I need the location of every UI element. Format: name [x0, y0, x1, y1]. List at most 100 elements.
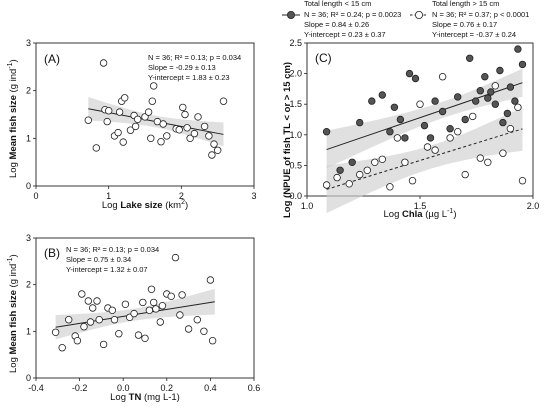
data-point: [322, 181, 331, 189]
data-point: [141, 334, 149, 342]
data-point: [431, 146, 439, 154]
x-tick-label: 2: [179, 191, 184, 201]
regression-line: [326, 128, 523, 190]
data-point: [484, 94, 492, 102]
y-tick-label: 2: [26, 280, 31, 290]
data-point: [390, 103, 399, 111]
legend-marker-small: [286, 10, 295, 19]
panel-a-stat-line: N = 36; R² = 0.13; p = 0.034: [148, 53, 241, 62]
data-point: [356, 118, 364, 127]
data-point: [73, 337, 82, 345]
x-tick-label: 0.2: [161, 383, 174, 393]
panel-a-stat-line: Y-intercept = 1.83 ± 0.23: [148, 73, 230, 82]
data-point: [103, 117, 111, 126]
y-label-unit-sup: -1: [7, 62, 14, 68]
data-point: [158, 302, 167, 310]
data-point: [438, 72, 447, 81]
data-point: [499, 118, 507, 127]
x-label-unit-sup: 2: [181, 199, 185, 206]
data-point: [446, 134, 454, 142]
x-label-unit-close: ): [453, 209, 456, 220]
data-point: [461, 115, 469, 124]
plot-frame: [35, 237, 255, 379]
x-label-unit-sup: -1: [447, 208, 453, 215]
data-point: [156, 318, 164, 326]
data-point: [149, 82, 158, 90]
x-tick-label: 1.5: [414, 201, 427, 211]
data-point: [186, 134, 194, 142]
y-label-prefix: Log: [8, 355, 19, 374]
data-point: [51, 328, 60, 336]
data-point: [193, 316, 201, 324]
x-tick-label: 1: [106, 191, 111, 201]
data-point: [345, 180, 353, 188]
data-point: [163, 132, 171, 140]
x-label-prefix: Log: [110, 392, 129, 403]
data-point: [219, 97, 228, 105]
y-tick-label: 1: [26, 133, 31, 143]
x-tick-label: 2.0: [527, 201, 540, 211]
panel-c-label: (C): [315, 51, 332, 65]
y-tick-label: 2: [26, 86, 31, 96]
data-point: [120, 94, 129, 102]
data-point: [333, 173, 341, 182]
y-label-unit: (g ind: [8, 264, 19, 290]
data-point: [378, 155, 386, 163]
data-point: [200, 122, 209, 131]
data-point: [108, 306, 116, 314]
y-tick-label: 3: [26, 38, 31, 48]
data-point: [205, 132, 213, 140]
data-point: [356, 170, 364, 179]
data-point: [431, 97, 439, 105]
data-point: [206, 276, 215, 284]
y-tick-label: 0: [26, 181, 31, 191]
panel-b-stat-line: Slope = 0.75 ± 0.34: [66, 255, 131, 264]
legend-stat-large: Slope = 0.76 ± 0.17: [432, 20, 497, 29]
y-label-unit-sup: -1: [7, 257, 14, 263]
data-point: [499, 149, 507, 157]
data-point: [378, 91, 386, 99]
data-point: [348, 158, 356, 166]
data-point: [144, 108, 153, 116]
data-point: [84, 116, 92, 124]
data-point: [476, 86, 484, 95]
data-point: [115, 108, 124, 116]
data-point: [149, 298, 158, 307]
data-point: [386, 183, 394, 191]
legend-marker-large: [414, 10, 423, 19]
x-tick-label: 3: [251, 191, 256, 201]
data-point: [121, 300, 130, 308]
panel-a: (A) Log Mean fish size (g ind-1) Log Lak…: [7, 38, 257, 211]
data-point: [466, 54, 474, 62]
data-point: [476, 154, 484, 162]
panel-a-label: (A): [44, 52, 60, 66]
data-point: [184, 325, 193, 333]
y-label-unit-close: ): [8, 254, 19, 257]
x-tick-label: 0.4: [204, 383, 217, 393]
data-point: [401, 158, 409, 166]
data-point: [518, 60, 527, 69]
data-point: [64, 316, 73, 324]
data-point: [141, 113, 149, 121]
data-point: [84, 297, 92, 305]
data-point: [420, 121, 429, 130]
data-point: [336, 166, 344, 174]
data-point: [99, 340, 108, 349]
data-point: [145, 306, 154, 314]
y-label-variable: Mean fish size: [8, 95, 19, 159]
legend-label-small: Total length < 15 cm: [304, 0, 371, 8]
data-point: [210, 140, 218, 148]
data-point: [481, 72, 489, 81]
y-tick-label: 0.5: [289, 160, 302, 170]
data-point: [110, 316, 119, 324]
x-label-variable: TN: [129, 392, 142, 403]
data-point: [472, 97, 480, 105]
y-tick-label: 0: [26, 373, 31, 383]
data-point: [496, 66, 504, 75]
data-point: [423, 143, 432, 151]
x-tick-label: -0.2: [72, 383, 88, 393]
data-point: [469, 112, 477, 121]
y-label-prefix: Log: [8, 160, 19, 179]
data-point: [396, 115, 405, 124]
panel-b-stat-line: N = 36; R² = 0.13; p = 0.034: [66, 245, 159, 254]
